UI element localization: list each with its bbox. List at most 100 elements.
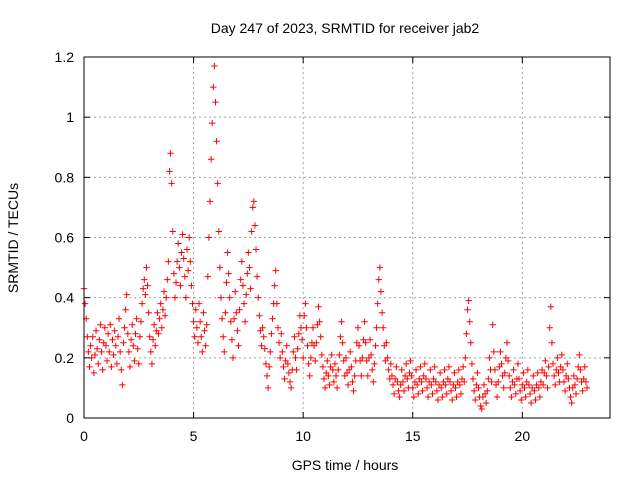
data-point xyxy=(348,363,355,371)
data-point xyxy=(92,327,100,334)
data-point xyxy=(184,267,192,274)
data-point xyxy=(104,330,112,337)
data-point xyxy=(230,315,238,322)
data-point xyxy=(461,378,468,386)
x-tick-label: 20 xyxy=(515,428,531,444)
y-tick-label: 0.4 xyxy=(55,290,75,306)
data-point xyxy=(106,348,113,356)
data-point xyxy=(490,348,498,356)
data-point xyxy=(272,267,279,274)
data-point xyxy=(316,318,323,325)
data-point xyxy=(424,393,432,401)
data-point xyxy=(336,351,343,359)
data-point xyxy=(142,291,149,298)
data-point xyxy=(156,315,163,322)
data-point xyxy=(131,357,138,365)
data-point xyxy=(477,402,484,410)
data-point xyxy=(501,369,508,377)
data-point xyxy=(410,393,418,401)
data-point xyxy=(262,360,270,368)
data-point xyxy=(534,369,541,377)
data-point xyxy=(485,375,492,383)
data-point xyxy=(154,309,161,316)
data-point xyxy=(161,312,169,319)
data-point xyxy=(389,381,397,389)
data-point xyxy=(107,321,114,328)
data-point xyxy=(500,384,507,392)
data-point xyxy=(240,300,248,307)
data-point xyxy=(418,378,425,386)
data-point xyxy=(446,378,454,386)
data-point xyxy=(390,390,398,398)
data-point xyxy=(372,342,379,349)
data-point xyxy=(129,321,136,328)
data-point xyxy=(465,297,472,304)
data-point xyxy=(136,333,144,340)
data-point xyxy=(369,366,376,374)
x-tick-label: 10 xyxy=(295,428,311,444)
axes xyxy=(83,56,611,419)
data-point xyxy=(503,339,511,346)
data-point xyxy=(328,351,335,359)
data-point xyxy=(141,276,148,283)
data-point xyxy=(245,249,252,256)
data-point xyxy=(564,360,571,368)
data-point xyxy=(452,384,459,392)
data-point xyxy=(210,83,217,91)
data-point xyxy=(248,228,255,235)
data-point xyxy=(103,357,111,365)
grid-lines xyxy=(84,57,610,418)
y-axis-title: SRMTID / TECUs xyxy=(5,183,21,293)
data-point xyxy=(543,372,550,380)
data-point xyxy=(294,345,301,353)
data-point xyxy=(559,366,567,374)
data-point xyxy=(152,342,159,349)
data-point xyxy=(173,258,181,265)
data-point xyxy=(395,387,402,395)
data-point xyxy=(112,342,119,349)
data-point xyxy=(354,324,362,331)
data-point xyxy=(167,150,174,157)
data-point xyxy=(194,339,202,346)
data-point xyxy=(166,168,173,175)
data-point xyxy=(333,384,341,392)
data-point xyxy=(249,204,256,211)
data-point xyxy=(571,381,579,389)
data-point xyxy=(358,372,365,380)
data-point xyxy=(81,300,89,307)
data-point xyxy=(332,372,340,380)
data-point xyxy=(535,384,542,392)
data-point xyxy=(436,369,444,377)
data-point xyxy=(291,333,298,340)
data-point xyxy=(271,282,278,289)
data-point xyxy=(567,393,574,401)
data-point xyxy=(180,255,187,262)
data-point xyxy=(259,324,266,331)
data-point xyxy=(361,318,368,325)
data-point xyxy=(205,234,213,241)
data-point xyxy=(162,294,170,301)
data-point xyxy=(565,375,572,383)
data-point xyxy=(268,330,275,337)
data-point xyxy=(493,393,501,401)
data-point xyxy=(217,294,225,301)
data-point xyxy=(143,264,150,271)
data-point xyxy=(283,342,290,349)
data-point xyxy=(320,375,328,383)
data-point xyxy=(375,276,382,283)
data-point xyxy=(178,249,185,256)
data-point xyxy=(169,228,176,235)
data-point xyxy=(91,351,99,359)
data-point xyxy=(239,282,247,289)
data-point xyxy=(177,282,184,289)
data-point xyxy=(576,351,583,359)
data-point xyxy=(319,363,327,371)
data-point xyxy=(200,309,207,316)
data-point xyxy=(171,294,179,301)
y-tick-label: 0.8 xyxy=(55,169,75,185)
data-point xyxy=(211,62,218,70)
data-point xyxy=(536,393,544,401)
data-point xyxy=(206,198,214,205)
data-point xyxy=(99,366,106,374)
data-point xyxy=(120,339,127,346)
